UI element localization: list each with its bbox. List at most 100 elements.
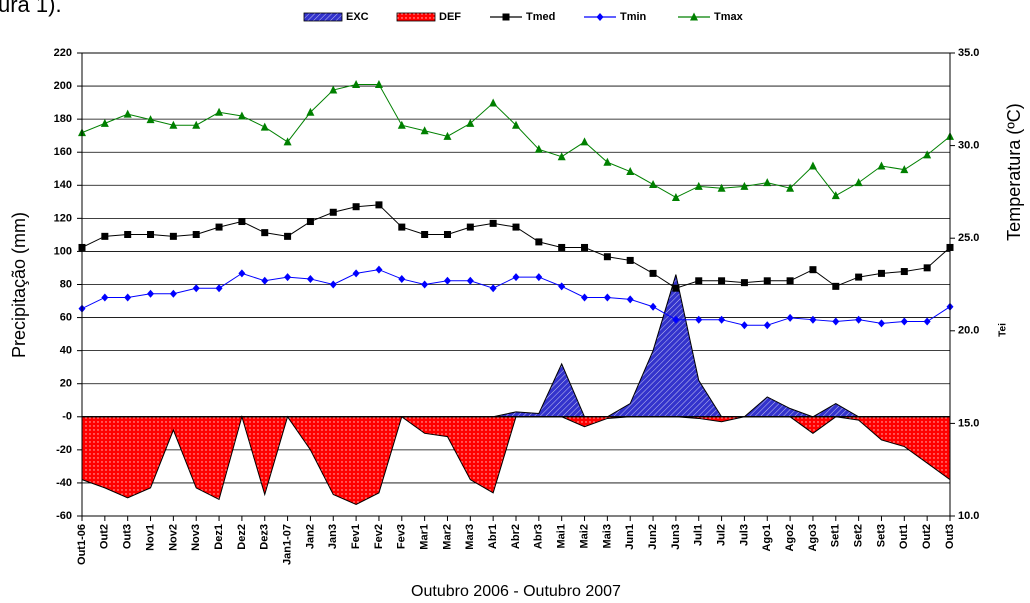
point-tmin — [421, 280, 429, 289]
point-tmax — [900, 165, 909, 174]
point-tmax — [626, 167, 635, 176]
point-tmin — [124, 293, 132, 302]
x-tick-label: Abr1 — [487, 524, 499, 549]
point-tmin — [489, 284, 497, 293]
point-tmin — [398, 274, 406, 283]
plot-border — [81, 52, 951, 517]
point-tmin — [649, 302, 657, 311]
x-tick-label: Nov1 — [144, 524, 156, 551]
point-tmin — [147, 289, 155, 298]
point-tmax — [283, 137, 292, 146]
x-tick-label: Out1 — [898, 524, 910, 549]
legend-marker — [690, 12, 698, 21]
point-tmax — [123, 109, 132, 118]
point-tmax — [877, 161, 886, 170]
point-tmin — [169, 289, 177, 298]
x-tick-label: Dez2 — [236, 524, 248, 550]
y2-tick-label: 20.0 — [958, 325, 979, 337]
point-tmax — [557, 152, 566, 161]
point-tmin — [877, 319, 885, 328]
x-tick-label: Jun3 — [670, 524, 682, 550]
point-tmed — [375, 201, 383, 209]
point-tmed — [809, 266, 817, 274]
x-tick-label: Out3 — [944, 524, 956, 549]
point-tmin — [329, 280, 337, 289]
point-tmax — [443, 131, 452, 140]
y-tick-label: 200 — [54, 80, 72, 92]
y2-label-fragment: Tei — [998, 323, 1009, 337]
point-tmed — [603, 253, 611, 261]
point-tmin — [832, 317, 840, 326]
point-tmin — [603, 293, 611, 302]
legend-label: Tmed — [526, 11, 555, 23]
y-tick-label: 40 — [60, 345, 72, 357]
point-tmax — [854, 178, 863, 187]
point-tmin — [352, 269, 360, 278]
point-tmax — [146, 115, 155, 124]
point-tmax — [466, 118, 475, 127]
y2-axis-label: Temperatura (ºC) — [1004, 103, 1024, 241]
legend-swatch — [396, 12, 436, 22]
point-tmin — [923, 317, 931, 326]
y2-tick-label: 15.0 — [958, 417, 979, 429]
legend-label: EXC — [346, 11, 369, 23]
point-tmin — [855, 315, 863, 324]
y-tick-label: -40 — [56, 477, 72, 489]
point-tmin — [581, 293, 589, 302]
point-tmin — [306, 274, 314, 283]
y-axis-label: Precipitação (mm) — [9, 212, 29, 358]
point-tmed — [124, 230, 132, 238]
x-tick-label: Jan1-07 — [281, 524, 293, 565]
x-tick-label: Jan2 — [304, 524, 316, 549]
y-tick-label: 80 — [60, 278, 72, 290]
x-tick-label: Fev3 — [396, 524, 408, 549]
point-tmin — [192, 284, 200, 293]
point-tmax — [100, 118, 109, 127]
x-tick-label: Jul3 — [738, 524, 750, 546]
y-tick-label: 100 — [54, 245, 72, 257]
x-tick-label: Fev2 — [373, 524, 385, 549]
x-tick-label: Nov2 — [167, 524, 179, 551]
point-tmax — [306, 107, 315, 116]
point-tmax — [671, 192, 680, 201]
point-tmax — [763, 178, 772, 187]
x-tick-label: Out3 — [122, 524, 134, 549]
point-tmax — [512, 120, 520, 129]
x-tick-label: Jan3 — [327, 524, 339, 549]
point-tmed — [238, 218, 246, 226]
point-tmax — [192, 120, 201, 129]
point-tmed — [398, 223, 406, 231]
point-tmed — [329, 208, 337, 216]
x-tick-label: Mai1 — [556, 524, 568, 548]
y-tick-label: 140 — [54, 179, 72, 191]
point-tmed — [261, 229, 269, 237]
point-tmin — [626, 295, 634, 304]
point-tmin — [740, 321, 748, 330]
point-tmed — [581, 243, 589, 251]
caption-fragment: ura 1). — [0, 0, 62, 17]
point-tmed — [718, 277, 726, 285]
y-tick-label: 60 — [60, 311, 72, 323]
point-tmax — [237, 111, 246, 120]
x-tick-label: Jun1 — [624, 524, 636, 550]
point-tmed — [900, 268, 908, 276]
point-tmin — [535, 273, 543, 282]
point-tmed — [101, 232, 109, 240]
y-tick-label: -0 — [62, 411, 72, 423]
x-tick-label: Set1 — [830, 524, 842, 547]
point-tmed — [672, 284, 680, 292]
point-tmed — [352, 203, 360, 211]
line-tmax — [81, 83, 951, 199]
point-tmin — [695, 315, 703, 324]
x-tick-label: Abr3 — [533, 524, 545, 549]
x-tick-label: Mai3 — [601, 524, 613, 548]
x-tick-label: Ago2 — [784, 524, 796, 552]
plot-area: -60 -40 -20 -0 20 40 60 80 100 120 140 160 180 200 220… — [54, 47, 980, 565]
point-tmed — [489, 219, 497, 227]
point-tmin — [443, 276, 451, 285]
point-tmed — [215, 223, 223, 231]
point-tmed — [306, 218, 314, 226]
point-tmax — [786, 183, 795, 192]
point-tmed — [786, 277, 794, 285]
